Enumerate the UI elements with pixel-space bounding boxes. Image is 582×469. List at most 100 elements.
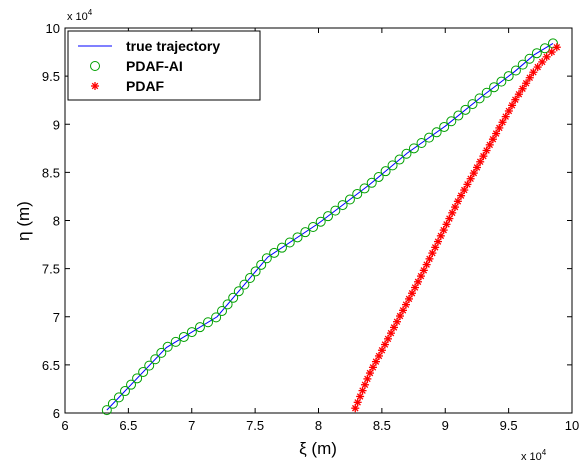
- marker-pdaf-ai: [416, 138, 427, 149]
- marker-pdaf-ai: [203, 317, 214, 328]
- marker-pdaf-ai: [424, 132, 435, 143]
- marker-pdaf: [495, 123, 504, 132]
- marker-pdaf-ai: [380, 166, 391, 177]
- y-tick-label: 6: [53, 406, 60, 421]
- x-tick-label: 6.5: [119, 418, 137, 433]
- marker-pdaf-ai: [217, 305, 228, 316]
- marker-pdaf: [460, 186, 469, 195]
- y-exponent-label: x 104: [67, 8, 93, 23]
- marker-pdaf-ai: [401, 148, 412, 159]
- marker-pdaf: [442, 220, 451, 229]
- marker-pdaf: [371, 357, 380, 366]
- marker-pdaf-ai: [256, 259, 267, 270]
- marker-pdaf: [392, 317, 401, 326]
- y-tick-label: 6.5: [42, 358, 60, 373]
- marker-pdaf-ai: [101, 405, 112, 416]
- marker-pdaf: [511, 95, 520, 104]
- marker-pdaf-ai: [496, 76, 507, 87]
- marker-pdaf: [488, 135, 497, 144]
- marker-pdaf: [529, 68, 538, 77]
- marker-pdaf-ai: [250, 266, 261, 277]
- marker-pdaf-ai: [276, 242, 287, 253]
- marker-pdaf: [552, 43, 561, 52]
- marker-pdaf-ai: [178, 331, 189, 342]
- marker-pdaf: [498, 118, 507, 127]
- marker-pdaf-ai: [460, 104, 471, 115]
- marker-pdaf-ai: [150, 354, 161, 365]
- marker-pdaf: [419, 266, 428, 275]
- tick-labels: 6 6.5 7 7.5 8 8.5 9 9.5 10 6 6.5 7 7.5 8 8.5 9 9.5 10: [42, 21, 579, 433]
- marker-pdaf: [436, 231, 445, 240]
- marker-pdaf-ai: [292, 232, 303, 243]
- marker-pdaf-ai: [453, 110, 464, 121]
- marker-pdaf-ai: [387, 160, 398, 171]
- marker-pdaf-ai: [510, 65, 521, 76]
- x-tick-label: 8.5: [373, 418, 391, 433]
- marker-pdaf-ai: [162, 341, 173, 352]
- marker-pdaf-ai: [359, 183, 370, 194]
- marker-pdaf-ai: [373, 171, 384, 182]
- marker-pdaf-ai: [126, 379, 137, 390]
- marker-pdaf-ai: [107, 398, 118, 409]
- marker-pdaf-ai: [431, 127, 442, 138]
- marker-pdaf-ai: [474, 93, 485, 104]
- series-layer: [101, 38, 561, 416]
- marker-pdaf: [533, 63, 542, 72]
- marker-pdaf: [514, 90, 523, 99]
- legend: true trajectory PDAF-AI PDAF: [67, 30, 261, 101]
- marker-pdaf-ai: [467, 99, 478, 110]
- marker-pdaf: [434, 237, 443, 246]
- y-tick-label: 9: [53, 117, 60, 132]
- marker-pdaf-ai: [489, 82, 500, 93]
- marker-pdaf-ai: [132, 373, 143, 384]
- marker-pdaf: [365, 369, 374, 378]
- x-tick-label: 7.5: [246, 418, 264, 433]
- x-tick-label: 6: [61, 418, 68, 433]
- marker-pdaf-ai: [330, 205, 341, 216]
- marker-pdaf: [368, 363, 377, 372]
- marker-pdaf: [504, 106, 513, 115]
- marker-pdaf-ai: [503, 71, 514, 82]
- legend-label-true-trajectory: true trajectory: [126, 38, 220, 54]
- marker-pdaf-ai: [156, 347, 167, 358]
- marker-pdaf-ai: [547, 38, 558, 49]
- marker-pdaf: [399, 306, 408, 315]
- marker-pdaf: [363, 374, 372, 383]
- marker-pdaf: [422, 260, 431, 269]
- y-tick-label: 7: [53, 310, 60, 325]
- marker-pdaf-ai: [186, 327, 197, 338]
- marker-pdaf-ai: [194, 322, 205, 333]
- marker-pdaf-ai: [323, 211, 334, 222]
- marker-pdaf: [414, 277, 423, 286]
- marker-pdaf-ai: [308, 221, 319, 232]
- marker-pdaf-ai: [211, 312, 222, 323]
- y-tick-label: 8: [53, 214, 60, 229]
- y-tick-label: 8.5: [42, 165, 60, 180]
- marker-pdaf-ai: [119, 386, 130, 397]
- marker-pdaf-ai: [170, 336, 181, 347]
- marker-pdaf: [482, 146, 491, 155]
- marker-pdaf-ai: [300, 227, 311, 238]
- legend-marker-pdaf: [91, 82, 99, 90]
- marker-pdaf: [547, 48, 556, 57]
- x-axis-label: ξ (m): [299, 439, 337, 458]
- marker-pdaf: [463, 180, 472, 189]
- marker-pdaf-ai: [284, 237, 295, 248]
- marker-pdaf-ai: [446, 116, 457, 127]
- marker-pdaf-ai: [113, 392, 124, 403]
- marker-pdaf-ai: [222, 299, 233, 310]
- marker-pdaf: [439, 226, 448, 235]
- marker-pdaf: [542, 52, 551, 61]
- marker-pdaf: [411, 283, 420, 292]
- y-tick-label: 7.5: [42, 262, 60, 277]
- marker-pdaf: [389, 323, 398, 332]
- marker-pdaf-ai: [344, 194, 355, 205]
- marker-pdaf: [380, 340, 389, 349]
- marker-pdaf-ai: [531, 48, 542, 59]
- legend-star-glyph: [91, 82, 99, 90]
- marker-pdaf: [479, 152, 488, 161]
- marker-pdaf-ai: [408, 143, 419, 154]
- marker-pdaf: [431, 243, 440, 252]
- marker-pdaf: [457, 191, 466, 200]
